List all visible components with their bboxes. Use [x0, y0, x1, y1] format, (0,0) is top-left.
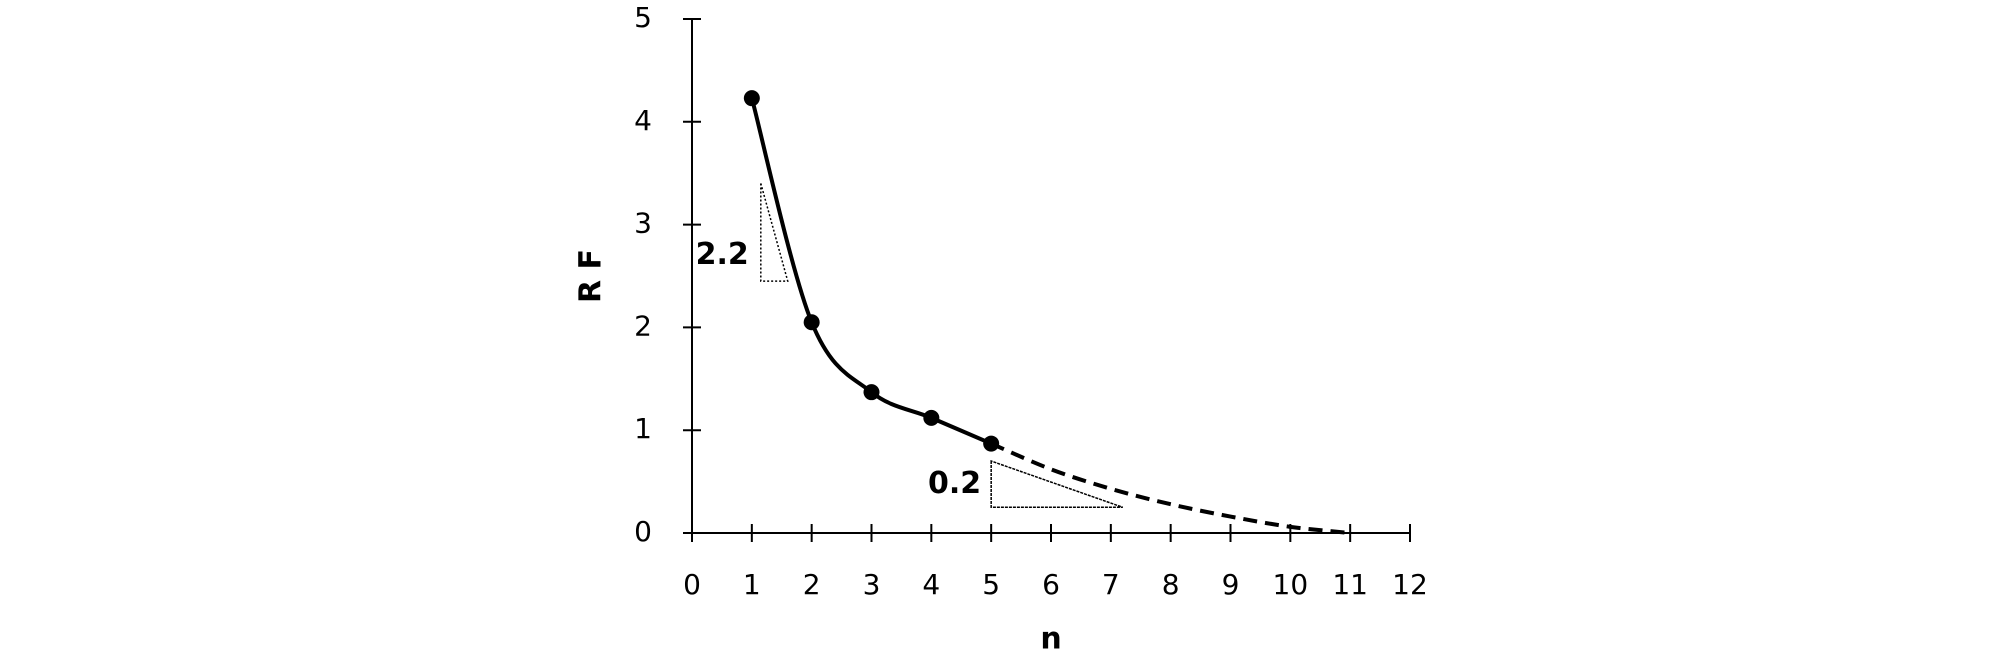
y-tick-label: 1 [634, 412, 652, 445]
annotation: 2.2 [696, 237, 749, 272]
x-tick-label: 5 [982, 568, 1000, 601]
x-tick-label: 12 [1392, 568, 1428, 601]
x-tick-label: 10 [1273, 568, 1309, 601]
slope-triangle [760, 183, 789, 282]
series-line [749, 97, 992, 446]
annotation: 0.2 [928, 466, 981, 501]
x-tick-label: 6 [1042, 568, 1060, 601]
x-tick-label: 1 [743, 568, 761, 601]
y-tick-label: 0 [634, 515, 652, 548]
x-axis-label: n [1040, 622, 1061, 656]
x-tick-label: 4 [922, 568, 940, 601]
data-point [743, 90, 760, 107]
x-tick-label: 7 [1102, 568, 1120, 601]
y-tick-label: 2 [634, 309, 652, 342]
x-tick-label: 0 [683, 568, 701, 601]
data-point [803, 314, 820, 331]
x-tick-label: 9 [1222, 568, 1240, 601]
x-tick-label: 8 [1162, 568, 1180, 601]
slope-triangle [990, 459, 1124, 509]
x-tick-label: 2 [803, 568, 821, 601]
y-axis-label: R F [574, 249, 609, 303]
y-tick-label: 5 [634, 1, 652, 34]
y-tick-label: 4 [634, 104, 652, 137]
x-tick-label: 11 [1332, 568, 1368, 601]
x-tick-label: 3 [863, 568, 881, 601]
y-tick-label: 3 [634, 207, 652, 240]
data-point [863, 384, 880, 401]
series-line [990, 441, 1351, 535]
data-point [923, 409, 940, 426]
